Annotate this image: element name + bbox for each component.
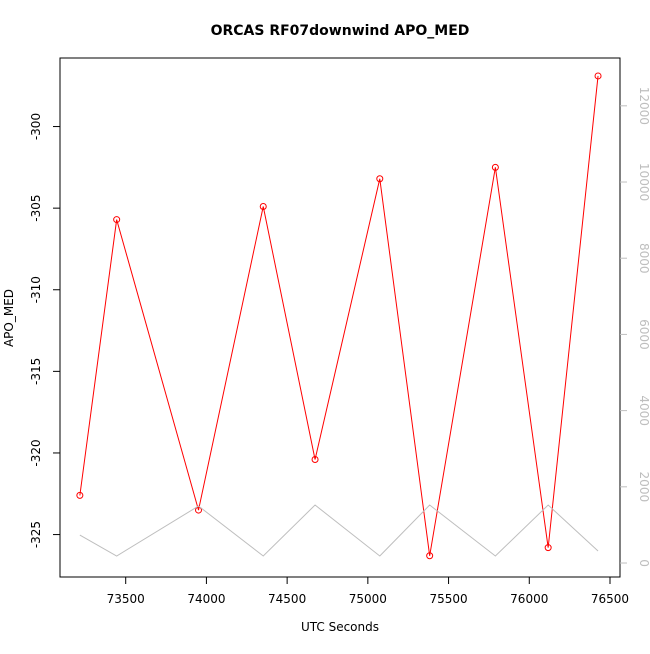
y-tick-label: -300 <box>29 113 43 140</box>
chart-title: ORCAS RF07downwind APO_MED <box>211 23 470 39</box>
x-tick-label: 74500 <box>268 592 306 606</box>
y2-tick-label: 0 <box>637 559 650 567</box>
series-line <box>79 504 599 557</box>
point <box>195 506 203 514</box>
x-tick-label: 73500 <box>107 592 145 606</box>
x-tick-label: 75500 <box>429 592 467 606</box>
series-line <box>79 75 599 556</box>
y2-tick-label: 10000 <box>637 163 650 201</box>
y-tick-label: -305 <box>29 195 43 222</box>
y-tick-label: -315 <box>29 358 43 385</box>
point <box>426 552 434 560</box>
point <box>311 455 319 463</box>
y-tick-label: -325 <box>29 521 43 548</box>
point <box>259 203 267 211</box>
y2-tick-label: 2000 <box>637 472 650 503</box>
plot-frame <box>59 57 621 578</box>
y-tick-label: -320 <box>29 439 43 466</box>
point <box>491 163 499 171</box>
point <box>113 216 121 224</box>
x-tick-label: 74000 <box>187 592 225 606</box>
point <box>376 175 384 183</box>
point <box>544 544 552 552</box>
y-tick-label: -310 <box>29 276 43 303</box>
y2-tick-label: 4000 <box>637 395 650 426</box>
x-tick-label: 76000 <box>510 592 548 606</box>
y2-tick-label: 8000 <box>637 243 650 274</box>
x-tick-label: 75000 <box>349 592 387 606</box>
y-axis-label: APO_MED <box>2 289 16 347</box>
x-tick-label: 76500 <box>591 592 629 606</box>
point <box>594 72 602 80</box>
point <box>76 491 84 499</box>
y2-tick-label: 6000 <box>637 319 650 350</box>
y2-tick-label: 12000 <box>637 87 650 125</box>
x-axis-label: UTC Seconds <box>301 620 379 634</box>
